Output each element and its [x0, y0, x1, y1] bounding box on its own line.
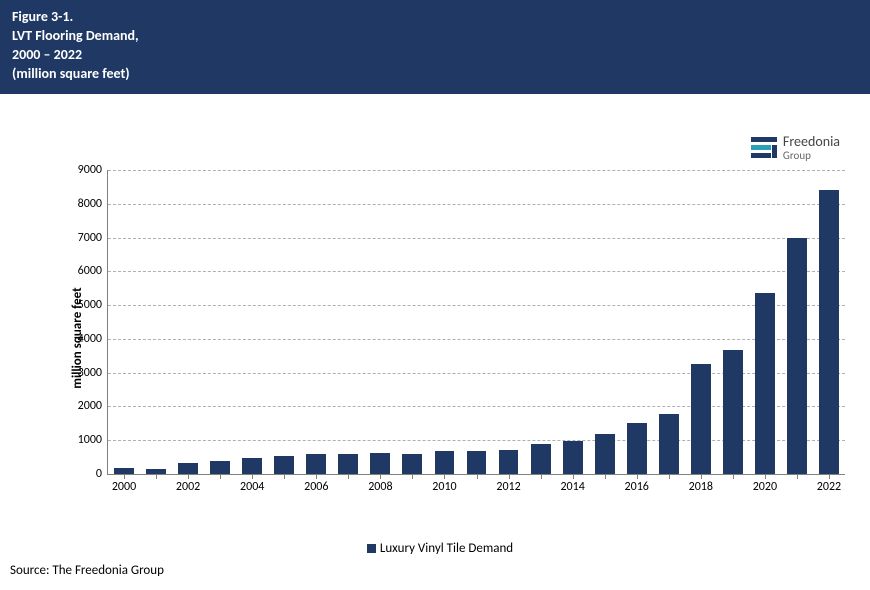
bar [499, 450, 519, 474]
bar [274, 456, 294, 474]
x-tick-label: 2006 [304, 474, 328, 494]
bar [755, 293, 775, 474]
bar [178, 463, 198, 474]
header-line-2: LVT Flooring Demand, [12, 27, 858, 46]
x-tick-label: 2008 [368, 474, 392, 494]
bar [402, 454, 422, 474]
bar [531, 444, 551, 474]
bar [338, 454, 358, 474]
y-tick-label: 6000 [78, 264, 108, 278]
figure-header: Figure 3-1. LVT Flooring Demand, 2000 – … [0, 0, 870, 94]
legend-swatch [367, 544, 376, 553]
freedonia-logo: Freedonia Group [751, 135, 840, 161]
x-tick [669, 474, 670, 479]
chart: million square feet 01000200030004000500… [35, 170, 845, 505]
x-tick-label: 2016 [625, 474, 649, 494]
y-tick-label: 1000 [78, 433, 108, 447]
bar [210, 461, 230, 474]
bar [435, 451, 455, 474]
legend-label: Luxury Vinyl Tile Demand [380, 541, 513, 556]
x-tick-label: 2022 [817, 474, 841, 494]
y-tick-label: 7000 [78, 231, 108, 245]
bar [242, 458, 262, 474]
x-tick-label: 2020 [753, 474, 777, 494]
y-tick-label: 9000 [78, 163, 108, 177]
x-tick [477, 474, 478, 479]
x-tick-label: 2002 [176, 474, 200, 494]
y-tick-label: 5000 [78, 298, 108, 312]
x-tick [733, 474, 734, 479]
grid-line [108, 170, 845, 171]
y-tick-label: 3000 [78, 366, 108, 380]
bar [787, 238, 807, 474]
bar [563, 441, 583, 474]
x-tick [220, 474, 221, 479]
x-tick [348, 474, 349, 479]
bar [467, 451, 487, 474]
x-tick-label: 2000 [112, 474, 136, 494]
bar [595, 434, 615, 474]
x-tick [541, 474, 542, 479]
y-tick-label: 0 [96, 467, 108, 481]
header-line-3: 2000 – 2022 [12, 46, 858, 65]
bar [627, 423, 647, 474]
x-tick [412, 474, 413, 479]
legend: Luxury Vinyl Tile Demand [35, 505, 845, 541]
logo-text: Freedonia Group [783, 135, 840, 161]
bar [370, 453, 390, 474]
bar [691, 364, 711, 474]
plot-area: 0100020003000400050006000700080009000200… [107, 170, 845, 475]
logo-icon [751, 137, 777, 159]
x-tick [284, 474, 285, 479]
x-tick-label: 2018 [689, 474, 713, 494]
x-tick-label: 2010 [432, 474, 456, 494]
source-citation: Source: The Freedonia Group [10, 563, 164, 578]
header-line-1: Figure 3-1. [12, 8, 858, 27]
bar [819, 190, 839, 474]
grid-line [108, 339, 845, 340]
grid-line [108, 204, 845, 205]
x-tick [797, 474, 798, 479]
header-line-4: (million square feet) [12, 65, 858, 84]
y-tick-label: 8000 [78, 197, 108, 211]
x-tick-label: 2014 [560, 474, 584, 494]
y-tick-label: 2000 [78, 399, 108, 413]
grid-line [108, 271, 845, 272]
y-tick-label: 4000 [78, 332, 108, 346]
grid-line [108, 305, 845, 306]
x-tick-label: 2012 [496, 474, 520, 494]
bar [306, 454, 326, 474]
bar [723, 350, 743, 474]
x-tick [156, 474, 157, 479]
x-tick [605, 474, 606, 479]
grid-line [108, 238, 845, 239]
x-tick-label: 2004 [240, 474, 264, 494]
bar [659, 414, 679, 474]
